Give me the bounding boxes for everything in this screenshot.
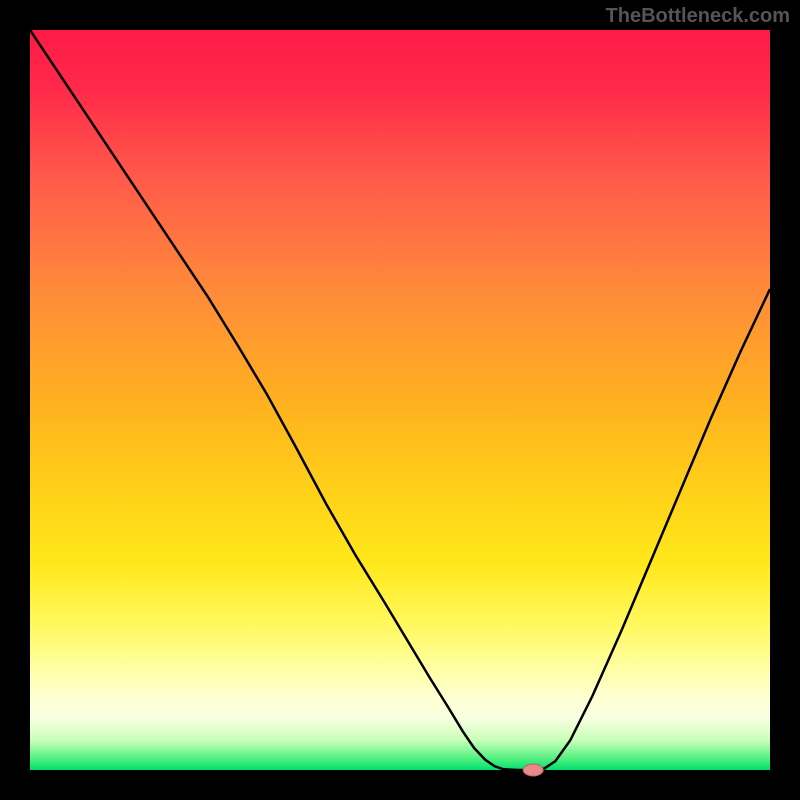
optimal-point-marker xyxy=(523,764,543,776)
bottleneck-chart xyxy=(0,0,800,800)
gradient-background xyxy=(30,30,770,770)
watermark-text: TheBottleneck.com xyxy=(606,5,790,28)
